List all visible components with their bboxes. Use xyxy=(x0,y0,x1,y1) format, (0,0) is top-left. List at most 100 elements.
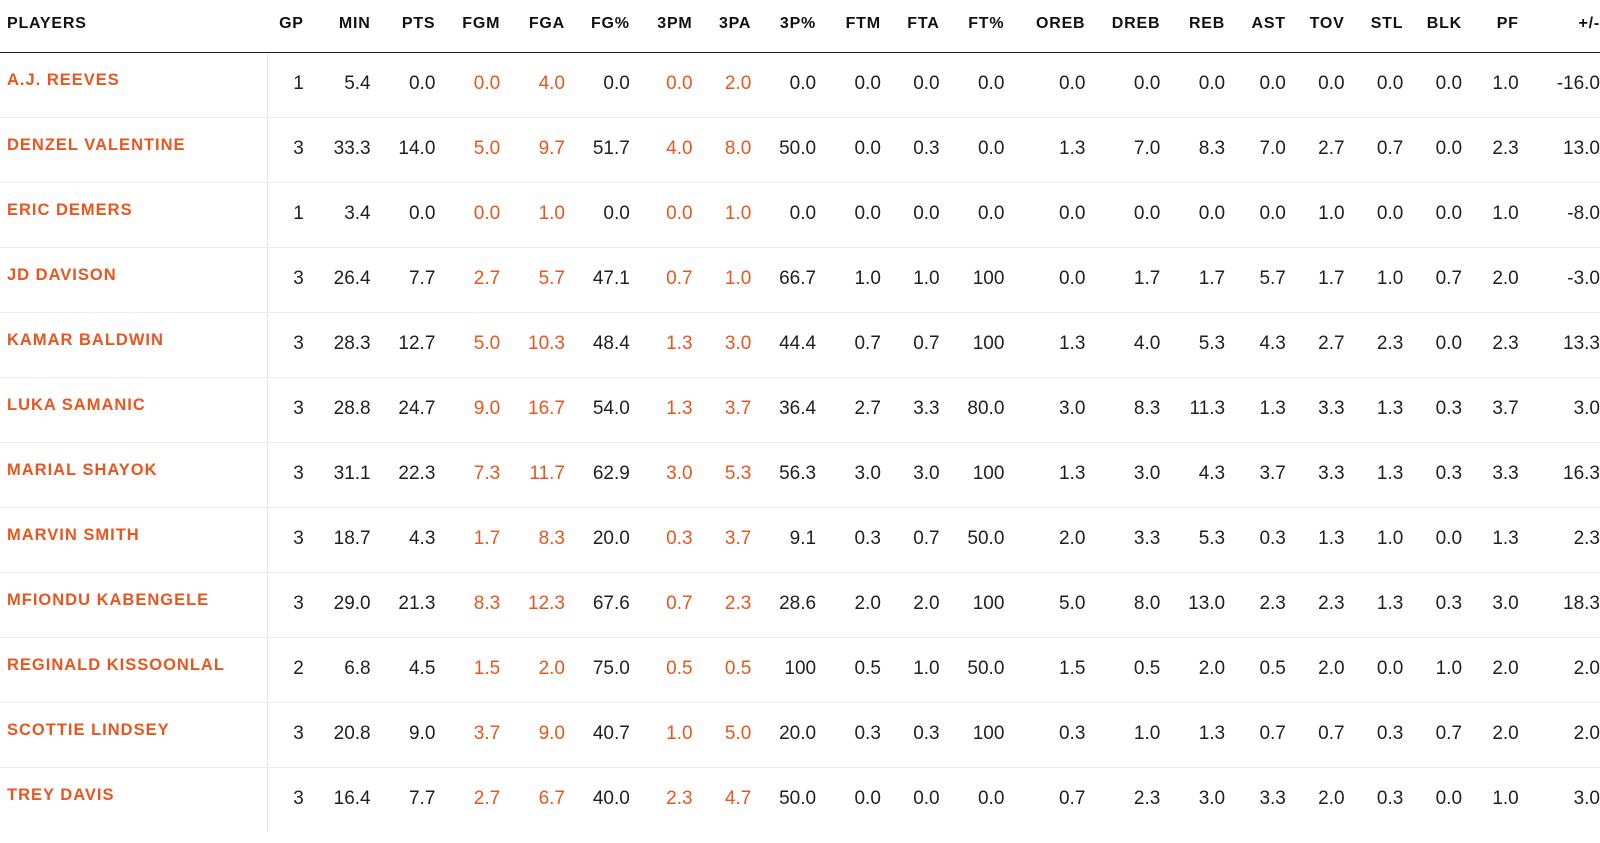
stat-cell-3pa[interactable]: 1.0 xyxy=(692,247,752,313)
stat-cell-fga[interactable]: 1.0 xyxy=(500,182,565,248)
stat-cell-fgm[interactable]: 9.0 xyxy=(435,377,501,443)
stat-cell-blk: 0.0 xyxy=(1403,117,1463,183)
player-name-link[interactable]: MFIONDU KABENGELE xyxy=(0,572,268,638)
column-header-ast[interactable]: AST xyxy=(1225,0,1286,53)
stat-cell-fga[interactable]: 12.3 xyxy=(500,572,565,638)
stat-cell-fgm[interactable]: 7.3 xyxy=(435,442,501,508)
player-name-link[interactable]: MARIAL SHAYOK xyxy=(0,442,268,508)
stat-cell-fgm[interactable]: 5.0 xyxy=(435,117,501,183)
stat-cell-fgm[interactable]: 2.7 xyxy=(473,787,501,809)
stat-cell-3pa[interactable]: 2.0 xyxy=(692,52,752,118)
stat-cell-3pm[interactable]: 0.3 xyxy=(629,507,693,573)
stat-cell-3pa[interactable]: 3.0 xyxy=(692,312,752,378)
player-name-link[interactable]: A.J. REEVES xyxy=(0,52,268,118)
stat-cell-fga[interactable]: 11.7 xyxy=(500,442,565,508)
stat-cell-fga[interactable]: 10.3 xyxy=(500,312,565,378)
stat-cell-3pm[interactable]: 1.3 xyxy=(629,312,693,378)
stat-cell-3pa[interactable]: 4.7 xyxy=(724,787,752,809)
stat-cell-oreb: 1.3 xyxy=(1004,117,1086,183)
stat-cell-3pa[interactable]: 3.7 xyxy=(692,507,752,573)
column-header-fta[interactable]: FTA xyxy=(880,0,940,53)
stat-cell-3pm[interactable]: 0.7 xyxy=(629,572,693,638)
stat-cell-3pa[interactable]: 8.0 xyxy=(692,117,752,183)
stat-cell-3pa[interactable]: 5.0 xyxy=(692,702,752,768)
stat-cell-fga[interactable]: 9.0 xyxy=(500,702,565,768)
column-header-3p-pct[interactable]: 3P% xyxy=(751,0,817,53)
stat-cell-fga[interactable]: 8.3 xyxy=(500,507,565,573)
stat-cell-stl: 0.7 xyxy=(1344,117,1404,183)
column-header-players[interactable]: PLAYERS xyxy=(0,0,268,53)
stat-cell-3pa[interactable]: 1.0 xyxy=(692,182,752,248)
player-name-link[interactable]: DENZEL VALENTINE xyxy=(0,117,268,183)
player-name-link[interactable]: TREY DAVIS xyxy=(0,767,268,832)
stat-cell-3pa[interactable]: 3.7 xyxy=(692,377,752,443)
column-header-pts[interactable]: PTS xyxy=(370,0,436,53)
stat-cell-3pm[interactable]: 0.0 xyxy=(629,182,693,248)
player-name-link[interactable]: REGINALD KISSOONLAL xyxy=(0,637,268,703)
stat-cell-reb: 8.3 xyxy=(1160,117,1226,183)
stat-cell-fg-pct: 0.0 xyxy=(565,182,630,248)
player-name-link[interactable]: KAMAR BALDWIN xyxy=(0,312,268,378)
column-header-fgm[interactable]: FGM xyxy=(435,0,501,53)
column-header-stl[interactable]: STL xyxy=(1344,0,1404,53)
stat-cell-fgm[interactable]: 1.5 xyxy=(435,637,501,703)
stat-cell-3pm[interactable]: 0.7 xyxy=(629,247,693,313)
stat-cell-3pa[interactable]: 0.5 xyxy=(692,637,752,703)
column-header-dreb[interactable]: DREB xyxy=(1085,0,1161,53)
stat-cell-fga[interactable]: 2.0 xyxy=(500,637,565,703)
stat-cell-blk: 0.3 xyxy=(1403,572,1463,638)
stat-cell-3pm[interactable]: 2.3 xyxy=(666,787,693,809)
stat-cell-dreb: 4.0 xyxy=(1085,312,1161,378)
column-header-min[interactable]: MIN xyxy=(303,0,371,53)
stat-cell-3pm[interactable]: 1.3 xyxy=(629,377,693,443)
stat-cell-fga[interactable]: 9.7 xyxy=(500,117,565,183)
stat-cell-gp: 3 xyxy=(293,787,304,809)
player-name-link[interactable]: JD DAVISON xyxy=(0,247,268,313)
stat-cell-ast: 0.5 xyxy=(1225,637,1286,703)
stat-cell-ftm: 0.3 xyxy=(816,702,881,768)
column-header-tov[interactable]: TOV xyxy=(1285,0,1345,53)
player-name-link[interactable]: SCOTTIE LINDSEY xyxy=(0,702,268,768)
stat-cell-fgm[interactable]: 2.7 xyxy=(435,247,501,313)
column-header-pf[interactable]: PF xyxy=(1462,0,1519,53)
column-header-ftm[interactable]: FTM xyxy=(816,0,881,53)
stat-cell-ast: 4.3 xyxy=(1225,312,1286,378)
column-header-3pm[interactable]: 3PM xyxy=(629,0,693,53)
column-header-blk[interactable]: BLK xyxy=(1403,0,1463,53)
stat-cell-ft-pct: 100 xyxy=(939,702,1005,768)
stat-cell-fgm[interactable]: 0.0 xyxy=(435,52,501,118)
stat-cell-3pa[interactable]: 2.3 xyxy=(692,572,752,638)
stat-cell-fgm[interactable]: 0.0 xyxy=(435,182,501,248)
player-name-link[interactable]: LUKA SAMANIC xyxy=(0,377,268,443)
column-header-reb[interactable]: REB xyxy=(1160,0,1226,53)
stat-cell-fgm[interactable]: 3.7 xyxy=(435,702,501,768)
stat-cell-fgm[interactable]: 1.7 xyxy=(435,507,501,573)
column-header-gp[interactable]: GP xyxy=(267,0,304,53)
column-header-fg-pct[interactable]: FG% xyxy=(565,0,630,53)
stat-cell-fga[interactable]: 16.7 xyxy=(500,377,565,443)
stat-cell-fgm[interactable]: 8.3 xyxy=(435,572,501,638)
stat-cell-stl: 1.3 xyxy=(1344,377,1404,443)
stat-cell-fgm[interactable]: 5.0 xyxy=(435,312,501,378)
stat-cell-pts: 0.0 xyxy=(370,52,436,118)
stat-cell-3pm[interactable]: 1.0 xyxy=(629,702,693,768)
stat-cell-stl: 1.3 xyxy=(1344,442,1404,508)
stat-cell-fga[interactable]: 5.7 xyxy=(500,247,565,313)
column-header-plus-minus[interactable]: +/- xyxy=(1518,0,1600,53)
column-header-fga[interactable]: FGA xyxy=(500,0,565,53)
player-name-link[interactable]: MARVIN SMITH xyxy=(0,507,268,573)
player-name-link[interactable]: ERIC DEMERS xyxy=(0,182,268,248)
stat-cell-ast: 0.7 xyxy=(1225,702,1286,768)
stat-cell-3pm[interactable]: 0.5 xyxy=(629,637,693,703)
stat-cell-fga[interactable]: 6.7 xyxy=(538,787,565,809)
stat-cell-3pm[interactable]: 0.0 xyxy=(629,52,693,118)
stat-cell-3pm[interactable]: 3.0 xyxy=(629,442,693,508)
column-header-3pa[interactable]: 3PA xyxy=(692,0,752,53)
stat-cell-3pm[interactable]: 4.0 xyxy=(629,117,693,183)
stat-cell-fga[interactable]: 4.0 xyxy=(500,52,565,118)
column-header-ft-pct[interactable]: FT% xyxy=(939,0,1005,53)
stat-cell-3pa[interactable]: 5.3 xyxy=(692,442,752,508)
stat-cell-fta: 0.7 xyxy=(880,507,940,573)
stat-cell-min: 31.1 xyxy=(303,442,371,508)
column-header-oreb[interactable]: OREB xyxy=(1004,0,1086,53)
